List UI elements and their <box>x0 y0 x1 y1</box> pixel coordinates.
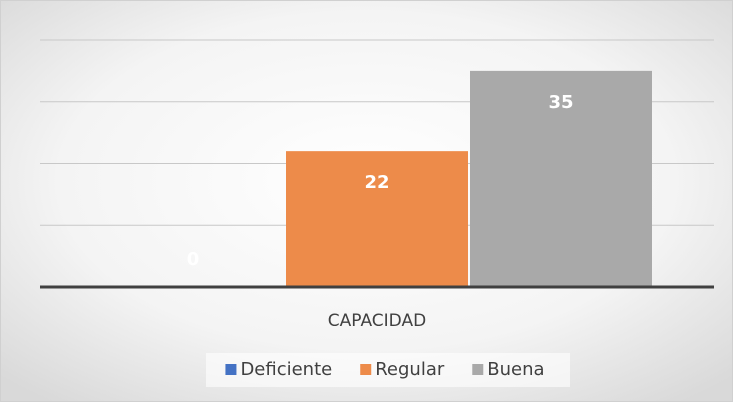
legend-swatch <box>225 364 237 375</box>
bar <box>286 151 468 287</box>
x-tick-label: CAPACIDAD <box>328 311 426 331</box>
legend-label: Buena <box>487 359 544 380</box>
data-label: 0 <box>187 249 200 270</box>
legend-label: Regular <box>375 359 445 380</box>
data-label: 22 <box>364 172 389 193</box>
bar <box>470 70 652 287</box>
legend-swatch <box>360 364 372 375</box>
legend-label: Deficiente <box>240 359 332 380</box>
legend-box <box>206 353 570 387</box>
data-label: 35 <box>548 92 573 113</box>
legend-swatch <box>472 364 484 375</box>
